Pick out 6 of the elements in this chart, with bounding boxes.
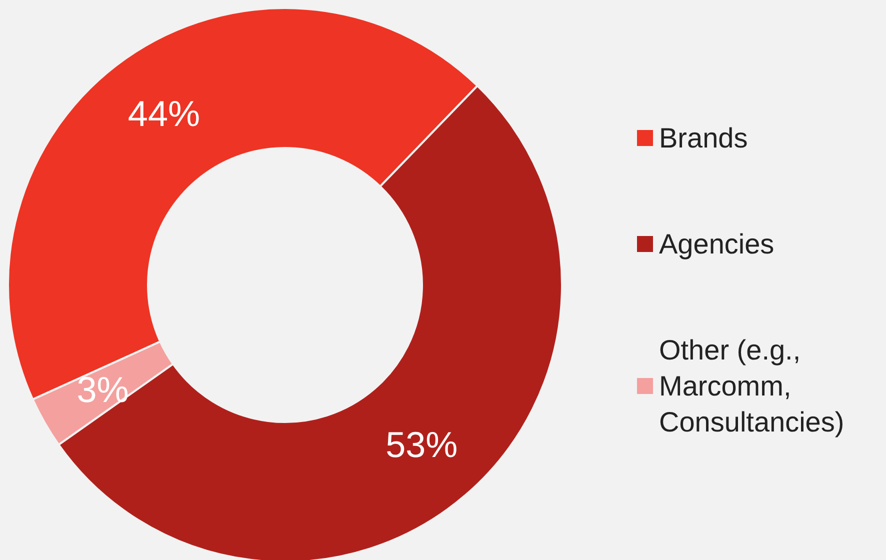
data-label: 53% — [386, 424, 458, 465]
data-label: 3% — [76, 368, 129, 410]
data-label: 44% — [128, 92, 200, 134]
legend-label: Agencies — [659, 228, 774, 260]
legend-label: Brands — [659, 122, 748, 154]
legend-label: Other (e.g., Marcomm, Consultancies) — [659, 334, 844, 438]
